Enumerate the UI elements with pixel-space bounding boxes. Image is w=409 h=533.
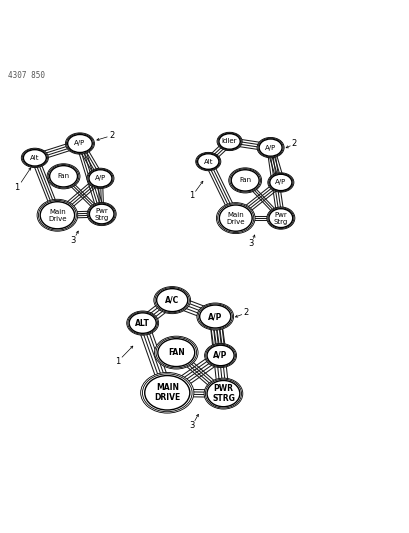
- Text: 4307 850: 4307 850: [8, 70, 45, 79]
- Text: 2: 2: [291, 139, 296, 148]
- Ellipse shape: [207, 381, 239, 407]
- Ellipse shape: [48, 165, 79, 188]
- Ellipse shape: [157, 338, 194, 367]
- Ellipse shape: [219, 205, 252, 231]
- Ellipse shape: [23, 150, 46, 166]
- Ellipse shape: [196, 153, 220, 170]
- Ellipse shape: [217, 133, 241, 150]
- Ellipse shape: [144, 376, 189, 410]
- Ellipse shape: [65, 133, 94, 154]
- Text: 3: 3: [247, 239, 253, 248]
- Ellipse shape: [204, 378, 242, 409]
- Text: 3: 3: [189, 421, 194, 430]
- Ellipse shape: [258, 139, 281, 156]
- Ellipse shape: [155, 287, 189, 313]
- Text: PWR
STRG: PWR STRG: [211, 384, 234, 403]
- Text: Main
Drive: Main Drive: [226, 212, 245, 224]
- Text: A/C: A/C: [165, 296, 179, 305]
- Text: Fan: Fan: [238, 177, 251, 183]
- Text: ALT: ALT: [135, 319, 150, 328]
- Ellipse shape: [40, 201, 74, 229]
- Ellipse shape: [67, 134, 92, 152]
- Ellipse shape: [195, 152, 220, 171]
- Ellipse shape: [268, 209, 292, 228]
- Text: Idler: Idler: [221, 139, 237, 144]
- Ellipse shape: [228, 168, 261, 193]
- Ellipse shape: [126, 311, 158, 335]
- Ellipse shape: [207, 345, 234, 366]
- Text: Pwr
Strg: Pwr Strg: [94, 207, 108, 221]
- Text: Pwr
Strg: Pwr Strg: [273, 212, 287, 224]
- Text: Alt: Alt: [203, 158, 213, 165]
- Text: Main
Drive: Main Drive: [48, 209, 67, 222]
- Text: A/P: A/P: [74, 141, 85, 147]
- Ellipse shape: [268, 173, 292, 191]
- Text: 2: 2: [243, 308, 248, 317]
- Ellipse shape: [89, 204, 114, 224]
- Ellipse shape: [216, 132, 242, 151]
- Ellipse shape: [38, 200, 76, 230]
- Ellipse shape: [266, 207, 294, 229]
- Ellipse shape: [140, 373, 193, 413]
- Ellipse shape: [87, 203, 116, 225]
- Ellipse shape: [129, 313, 156, 333]
- Ellipse shape: [199, 305, 230, 328]
- Ellipse shape: [218, 134, 240, 149]
- Ellipse shape: [197, 154, 218, 169]
- Ellipse shape: [205, 344, 235, 367]
- Ellipse shape: [267, 208, 293, 229]
- Ellipse shape: [216, 203, 254, 233]
- Ellipse shape: [256, 138, 283, 158]
- Ellipse shape: [154, 336, 198, 369]
- Ellipse shape: [142, 374, 191, 411]
- Text: 3: 3: [70, 236, 76, 245]
- Ellipse shape: [257, 138, 283, 157]
- Ellipse shape: [21, 148, 48, 167]
- Ellipse shape: [66, 134, 93, 154]
- Text: A/P: A/P: [213, 351, 227, 360]
- Ellipse shape: [88, 203, 115, 225]
- Text: A/P: A/P: [94, 175, 106, 181]
- Ellipse shape: [198, 304, 232, 329]
- Ellipse shape: [267, 173, 293, 192]
- Text: A/P: A/P: [207, 312, 222, 321]
- Text: MAIN
DRIVE: MAIN DRIVE: [154, 383, 180, 402]
- Ellipse shape: [22, 149, 47, 167]
- Ellipse shape: [37, 199, 78, 231]
- Ellipse shape: [196, 303, 233, 330]
- Text: 1: 1: [189, 191, 194, 200]
- Ellipse shape: [156, 289, 187, 312]
- Ellipse shape: [205, 379, 241, 408]
- Ellipse shape: [89, 169, 112, 187]
- Ellipse shape: [204, 343, 236, 368]
- Text: Alt: Alt: [30, 155, 40, 161]
- Ellipse shape: [47, 164, 80, 189]
- Text: A/P: A/P: [274, 180, 286, 185]
- Ellipse shape: [87, 168, 114, 189]
- Text: 2: 2: [109, 131, 114, 140]
- Ellipse shape: [156, 337, 196, 368]
- Text: 1: 1: [14, 183, 19, 192]
- Text: Fan: Fan: [57, 173, 70, 179]
- Ellipse shape: [49, 166, 77, 187]
- Text: A/P: A/P: [264, 144, 276, 151]
- Ellipse shape: [217, 204, 253, 232]
- Ellipse shape: [231, 169, 258, 191]
- Ellipse shape: [229, 168, 260, 192]
- Ellipse shape: [128, 312, 157, 334]
- Ellipse shape: [269, 174, 291, 191]
- Text: FAN: FAN: [168, 348, 184, 357]
- Text: 1: 1: [115, 357, 120, 366]
- Ellipse shape: [153, 287, 190, 313]
- Ellipse shape: [88, 169, 113, 188]
